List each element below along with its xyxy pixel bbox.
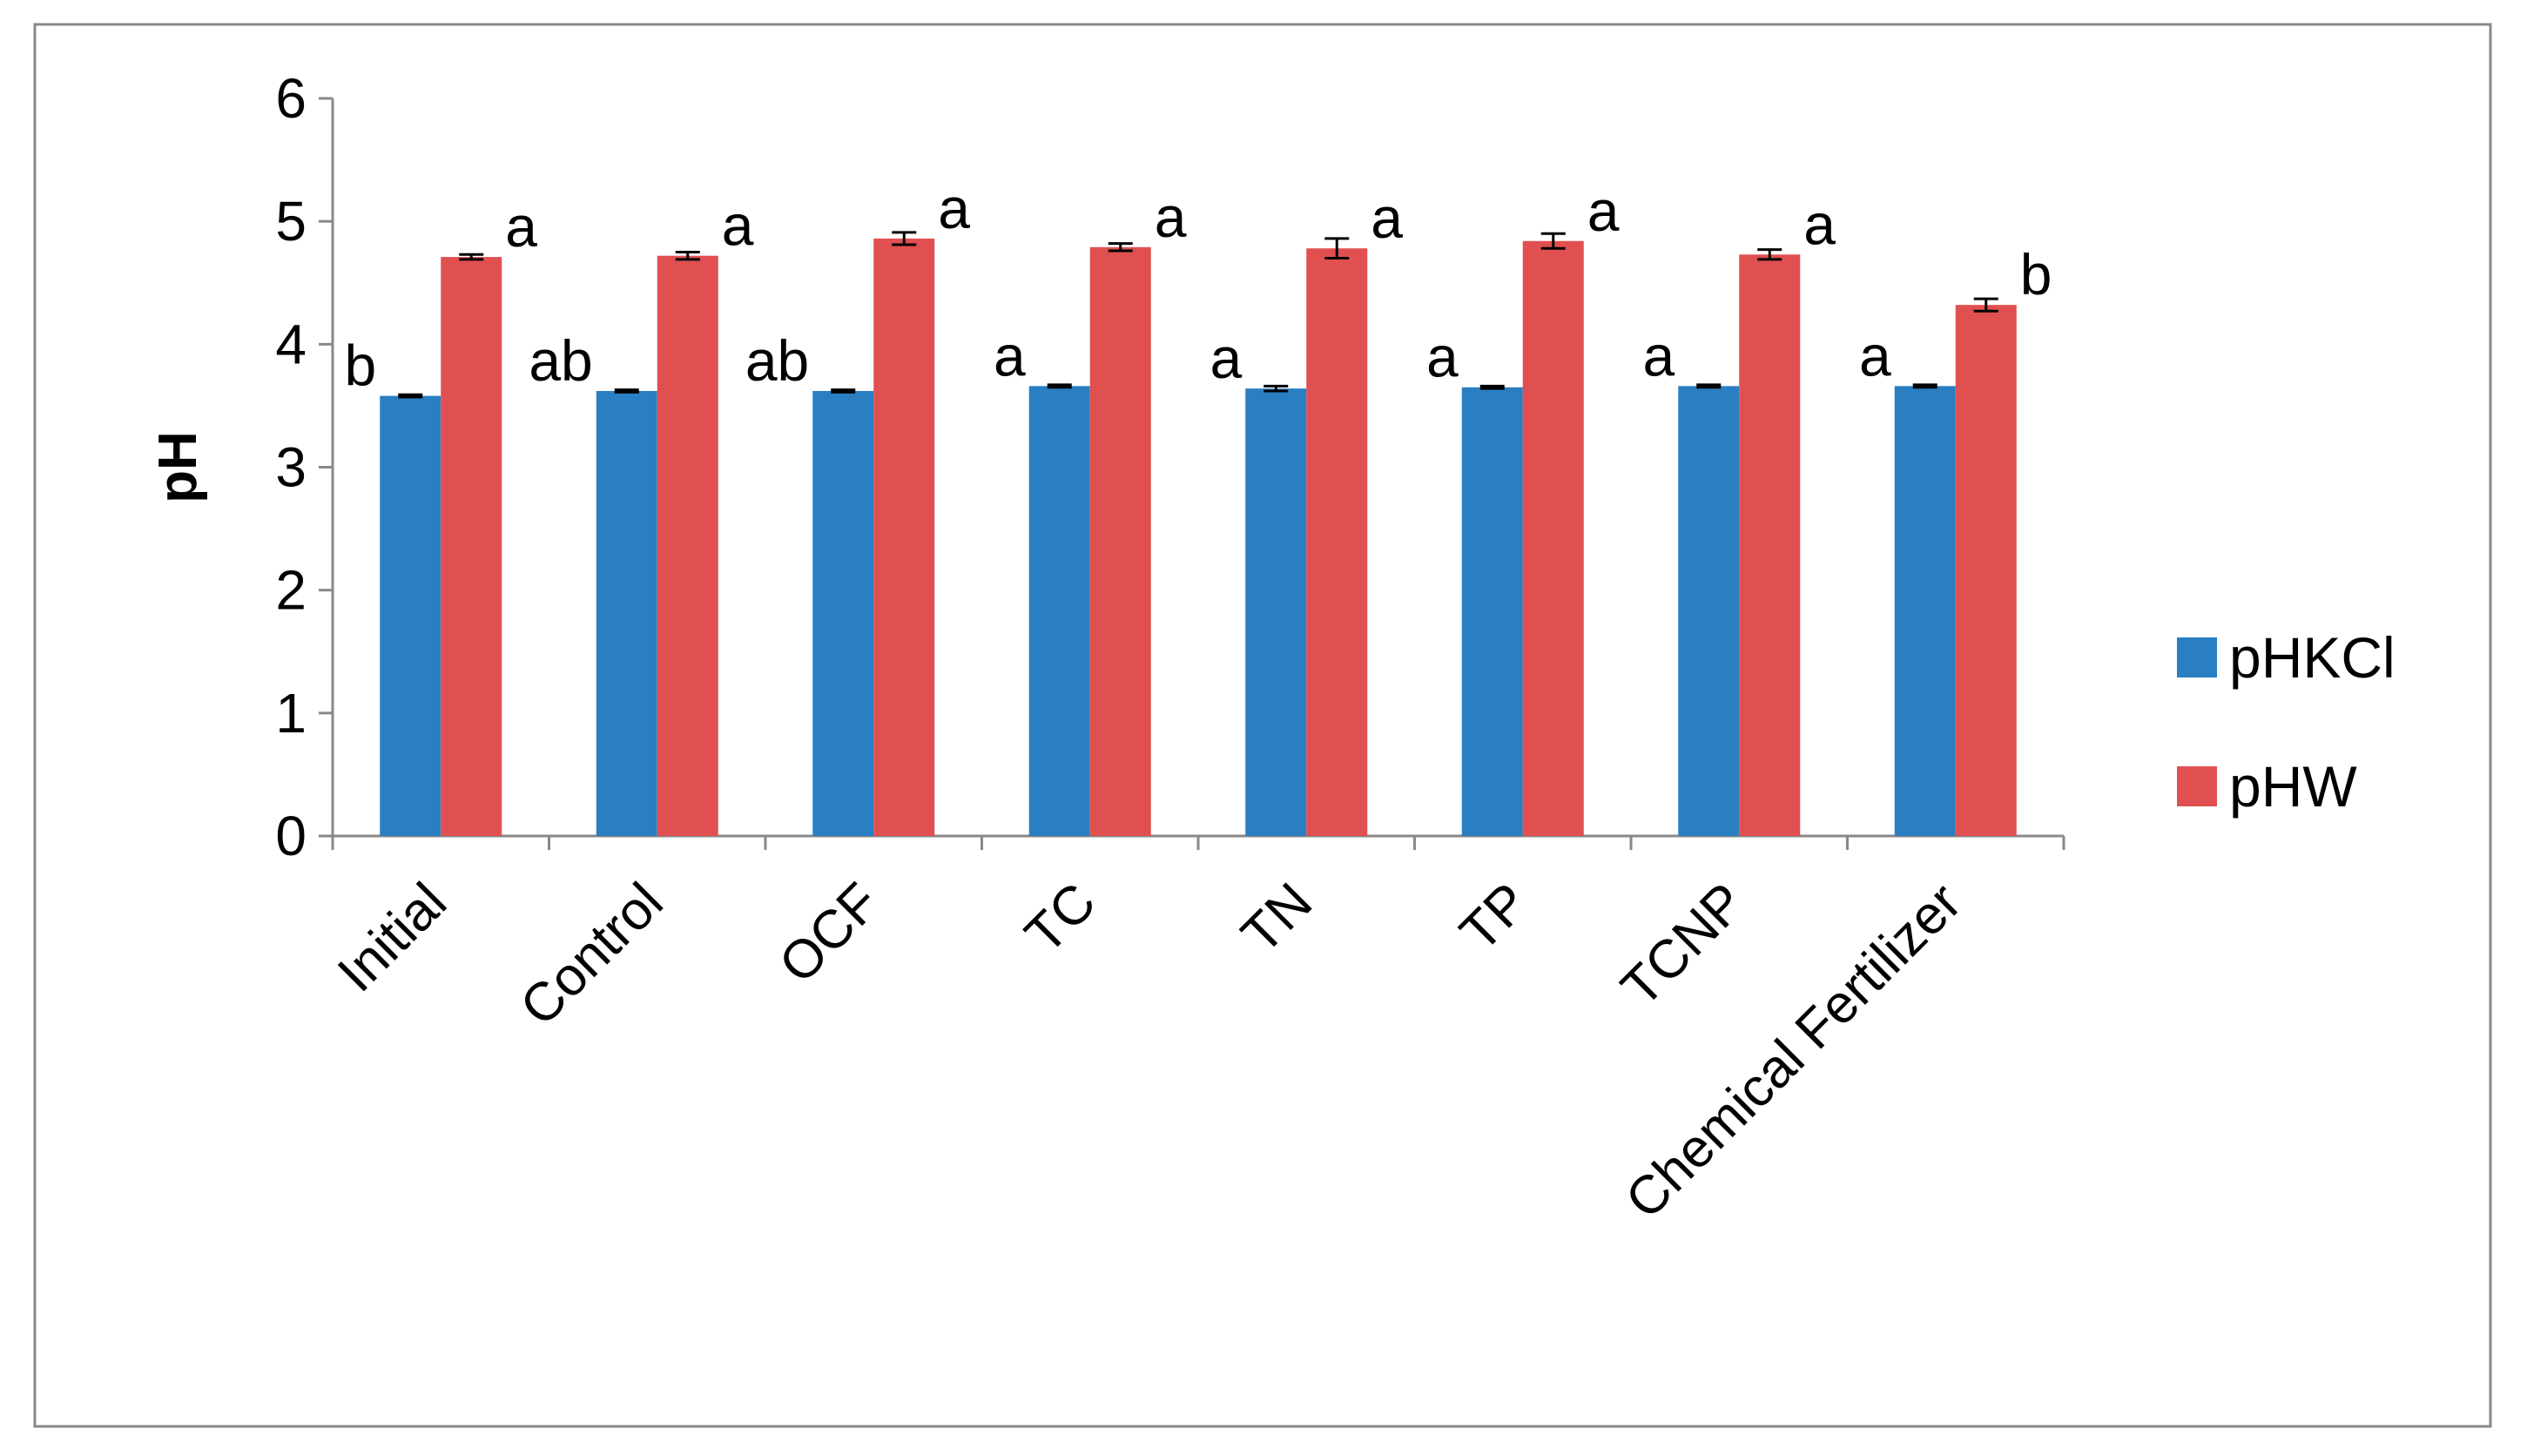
bar [1306,248,1368,836]
bar [1955,305,2017,836]
bar [1894,386,1956,837]
significance-letter: ab [529,328,592,393]
significance-letter: a [1803,192,1836,256]
y-tick-label: 4 [275,313,307,375]
bar [1461,387,1523,836]
y-tick-label: 0 [275,805,307,867]
significance-letter: a [1859,323,1891,388]
y-tick-label: 1 [275,682,307,745]
bar [1028,386,1090,837]
significance-letter: a [1371,185,1403,250]
y-tick-label: 2 [275,559,307,622]
significance-letter: a [505,194,537,259]
bar [1678,386,1740,837]
significance-letter: a [1587,179,1620,243]
significance-letter: a [1155,185,1187,249]
legend-label: pHW [2229,754,2357,819]
y-axis-title: pH [148,431,208,503]
legend-swatch [2177,637,2217,677]
bar [657,255,718,836]
significance-letter: a [994,323,1026,388]
bar [1522,240,1584,837]
significance-letter: a [1643,323,1675,388]
significance-letter: ab [745,328,809,393]
y-tick-label: 3 [275,436,307,499]
y-tick-label: 6 [275,67,307,130]
significance-letter: a [938,176,970,240]
bar [596,390,657,836]
y-tick-label: 5 [275,190,307,253]
significance-letter: a [1210,326,1243,390]
significance-letter: a [1426,325,1459,389]
significance-letter: b [345,334,377,398]
bar [1245,388,1307,836]
bar [812,390,874,836]
bar [1739,254,1801,836]
bar [873,238,935,836]
legend-swatch [2177,766,2217,806]
legend-label: pHKCl [2229,625,2396,690]
bar [1089,246,1151,837]
significance-letter: a [722,193,754,258]
bar [380,395,441,836]
bar [441,257,502,837]
significance-letter: b [2020,242,2052,307]
